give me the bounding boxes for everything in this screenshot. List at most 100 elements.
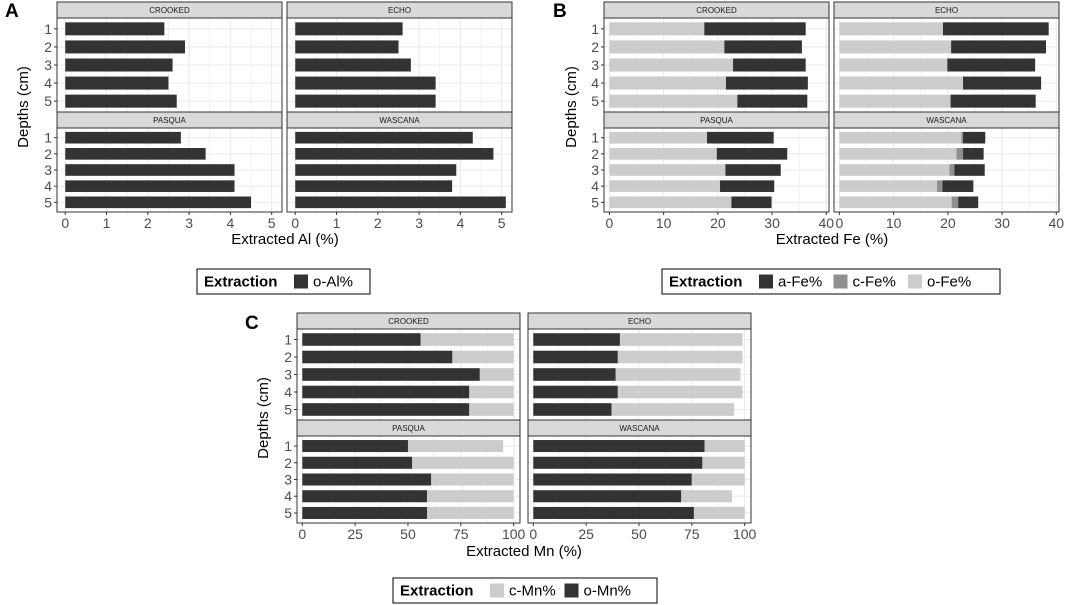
- bar-o-fe-depth-2: [839, 40, 952, 54]
- bar-o-fe-depth-3: [839, 58, 948, 72]
- bar-c-mn-depth-1: [619, 333, 743, 346]
- bar-c-mn-depth-5: [693, 506, 745, 519]
- bar-c-mn-depth-2: [412, 456, 514, 469]
- x-tick-label: 20: [940, 215, 956, 231]
- y-tick-label: 5: [44, 194, 52, 210]
- bar-o-fe-depth-3: [839, 164, 950, 176]
- facet-strip-label: ECHO: [628, 317, 651, 326]
- bar-o-mn-depth-5: [533, 506, 694, 519]
- x-axis-title: Extracted Fe (%): [776, 231, 889, 248]
- facet-strip-label: WASCANA: [926, 116, 967, 125]
- y-tick-label: 2: [44, 39, 52, 55]
- y-tick-label: 2: [591, 146, 599, 162]
- panel-letter: B: [553, 1, 567, 22]
- legend: Extraction o-Al%: [196, 268, 371, 295]
- x-tick-label: 20: [710, 215, 726, 231]
- bar-c-mn-depth-3: [615, 368, 741, 381]
- bar-c-mn-depth-1: [704, 440, 745, 453]
- facet-strip-label: CROOKED: [388, 317, 429, 326]
- bar-c-mn-depth-5: [426, 506, 514, 519]
- bar-o-fe-depth-3: [609, 58, 734, 72]
- y-tick-label: 1: [591, 130, 599, 146]
- bar-a-fe-depth-1: [963, 131, 986, 144]
- panel-letter: C: [245, 313, 259, 334]
- legend-title: Extraction: [204, 274, 277, 291]
- y-tick-label: 4: [44, 75, 52, 91]
- facet-strip-label: CROOKED: [696, 6, 737, 15]
- bar-o-al-depth-4: [295, 76, 436, 90]
- bar-a-fe-depth-5: [737, 94, 808, 108]
- bar-c-mn-depth-3: [691, 473, 745, 486]
- bar-a-fe-depth-2: [716, 148, 788, 160]
- facet-echo: ECHO: [833, 1, 1060, 113]
- x-tick-label: 0: [529, 526, 537, 542]
- bar-o-al-depth-4: [295, 180, 453, 192]
- bar-o-mn-depth-1: [302, 333, 421, 346]
- facet-strip-label: ECHO: [935, 6, 958, 15]
- x-tick-label: 0: [61, 215, 69, 231]
- legend-label: a-Fe%: [778, 274, 822, 291]
- bar-c-mn-depth-5: [469, 403, 514, 416]
- bar-o-al-depth-2: [65, 40, 185, 54]
- bar-o-al-depth-3: [65, 58, 173, 72]
- bar-o-fe-depth-1: [609, 22, 705, 36]
- x-tick-label: 2: [374, 215, 382, 231]
- bar-a-fe-depth-3: [733, 58, 806, 72]
- bar-o-fe-depth-4: [609, 76, 726, 90]
- facet-strip-label: PASQUA: [392, 424, 425, 433]
- bar-o-mn-depth-1: [533, 333, 620, 346]
- legend-label: c-Fe%: [853, 274, 896, 291]
- bar-o-al-depth-5: [295, 196, 506, 209]
- x-tick-label: 0: [298, 526, 306, 542]
- x-axis-title: Extracted Mn (%): [466, 543, 582, 560]
- bar-o-fe-depth-2: [609, 40, 725, 54]
- x-tick-label: 30: [764, 215, 780, 231]
- bar-o-al-depth-4: [65, 180, 235, 192]
- legend-swatch: [564, 583, 579, 598]
- bar-o-al-depth-1: [295, 22, 403, 36]
- bar-o-fe-depth-5: [839, 196, 952, 209]
- bar-o-mn-depth-5: [302, 506, 427, 519]
- y-tick-label: 5: [284, 402, 292, 418]
- bar-o-fe-depth-2: [839, 148, 957, 160]
- bar-o-mn-depth-4: [302, 490, 427, 503]
- x-tick-label: 2: [144, 215, 152, 231]
- bar-o-fe-depth-2: [609, 148, 717, 160]
- facet-strip-label: ECHO: [388, 6, 411, 15]
- bar-c-mn-depth-2: [617, 350, 743, 364]
- y-tick-label: 4: [591, 178, 599, 194]
- y-tick-label: 1: [284, 438, 292, 454]
- x-tick-label: 50: [400, 526, 416, 542]
- legend-swatch: [759, 274, 773, 289]
- facet-strip-label: PASQUA: [700, 116, 733, 125]
- x-tick-label: 0: [291, 215, 299, 231]
- x-tick-label: 100: [733, 526, 757, 542]
- legend-label: o-Al%: [313, 274, 353, 291]
- y-tick-label: 1: [591, 21, 599, 37]
- bar-a-fe-depth-2: [963, 148, 984, 160]
- bar-o-mn-depth-2: [302, 350, 453, 364]
- bar-c-mn-depth-2: [702, 456, 745, 469]
- y-tick-label: 5: [591, 194, 599, 210]
- y-axis-title: Depths (cm): [15, 66, 32, 148]
- panel-border: [833, 127, 1060, 213]
- bar-c-mn-depth-3: [431, 473, 514, 486]
- bar-o-mn-depth-3: [302, 473, 432, 486]
- facet-strip-label: PASQUA: [153, 116, 186, 125]
- panel-letter: A: [5, 1, 19, 22]
- bar-o-al-depth-4: [65, 76, 169, 90]
- bar-a-fe-depth-2: [724, 40, 802, 54]
- bar-c-mn-depth-4: [617, 385, 743, 399]
- x-tick-label: 3: [415, 215, 423, 231]
- y-tick-label: 1: [44, 130, 52, 146]
- legend-box: [661, 268, 1001, 295]
- legend-swatch: [833, 274, 848, 289]
- x-tick-label: 1: [333, 215, 341, 231]
- bar-c-mn-depth-4: [681, 490, 732, 503]
- x-tick-label: 3: [185, 215, 193, 231]
- x-tick-label: 100: [502, 526, 526, 542]
